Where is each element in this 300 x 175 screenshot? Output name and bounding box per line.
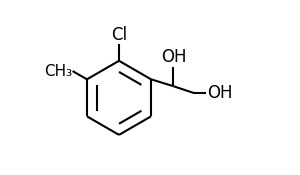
Text: Cl: Cl	[111, 26, 127, 44]
Text: CH₃: CH₃	[44, 64, 73, 79]
Text: OH: OH	[207, 84, 232, 102]
Text: OH: OH	[161, 48, 186, 66]
